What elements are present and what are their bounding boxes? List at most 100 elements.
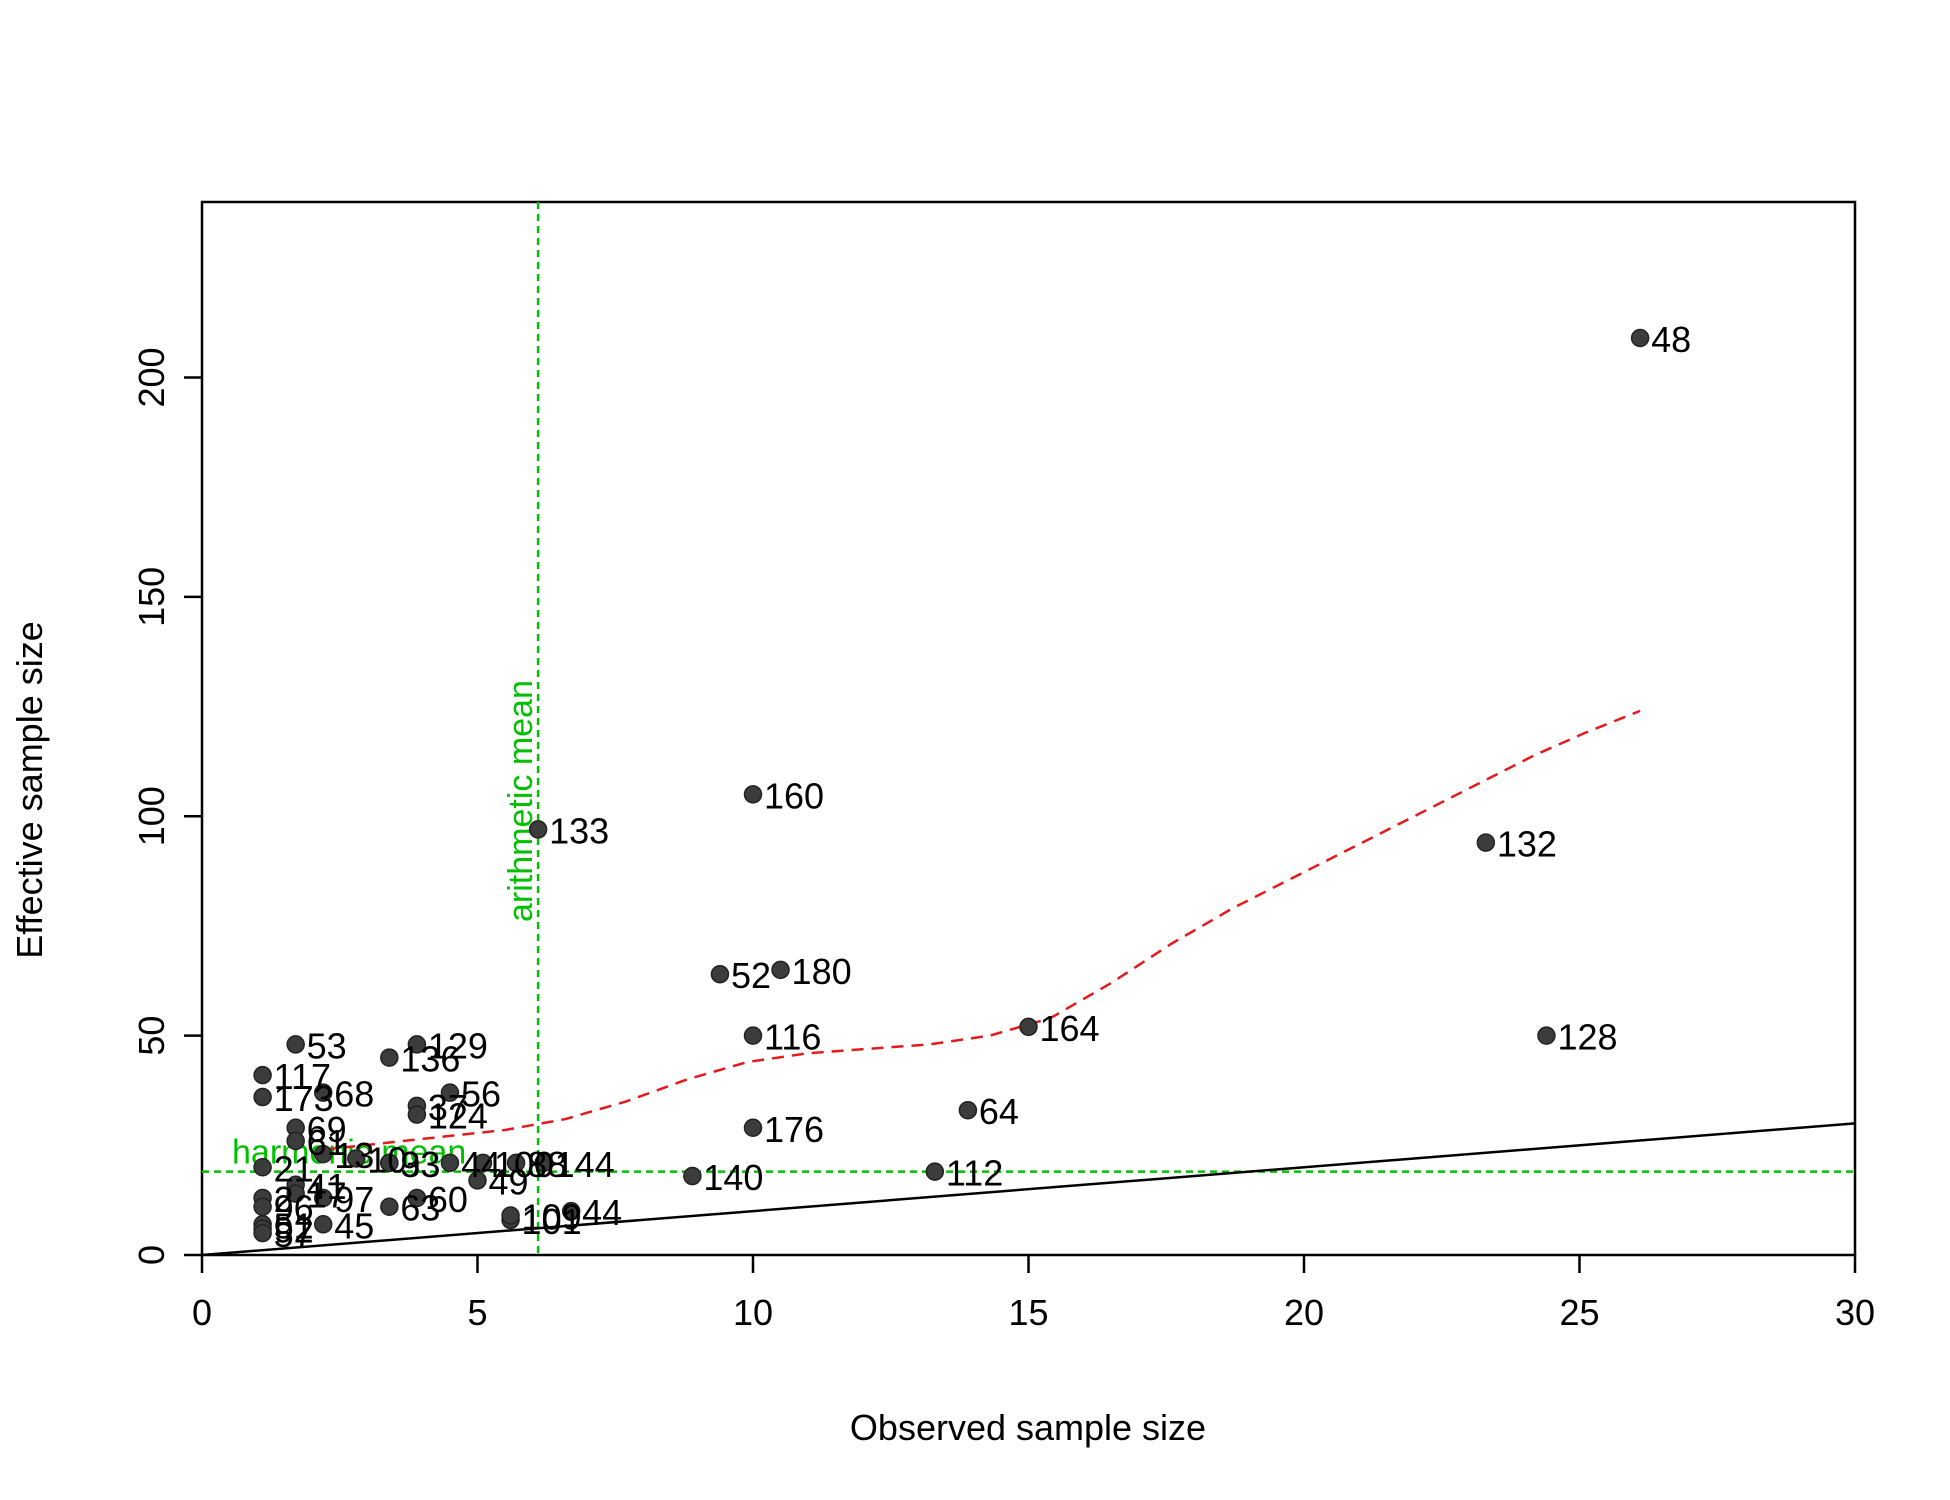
data-point	[253, 1065, 272, 1085]
point-label: 2	[274, 1179, 294, 1220]
x-tick-label: 10	[733, 1292, 773, 1333]
data-point	[440, 1083, 460, 1102]
data-point	[440, 1153, 460, 1173]
data-point	[1630, 328, 1650, 348]
data-point	[313, 1188, 333, 1208]
point-label: 60	[428, 1179, 468, 1220]
fit-lines	[201, 709, 1856, 1257]
x-tick-label: 25	[1559, 1292, 1599, 1333]
point-label: 101	[522, 1201, 582, 1242]
data-point	[253, 1087, 272, 1107]
data-point	[534, 1153, 553, 1173]
x-axis-label: Observed sample size	[850, 1407, 1206, 1448]
point-label: 68	[334, 1074, 374, 1115]
point-label: 112	[946, 1153, 1003, 1194]
point-label: 64	[979, 1091, 1019, 1132]
point-label: 173	[274, 1078, 334, 1119]
point-label: 63	[400, 1188, 440, 1229]
data-point	[468, 1171, 487, 1190]
point-label: 117	[274, 1056, 331, 1097]
point-label: 88	[527, 1144, 567, 1185]
point-label: 37	[428, 1087, 468, 1128]
data-point	[313, 1144, 333, 1164]
point-label: 140	[703, 1157, 763, 1198]
x-tick-label: 15	[1008, 1292, 1048, 1333]
x-tick-label: 5	[467, 1292, 487, 1333]
point-label: 56	[461, 1074, 501, 1115]
point-label: 97	[334, 1179, 374, 1220]
point-label: 164	[1040, 1008, 1100, 1049]
x-tick-label: 0	[192, 1292, 212, 1333]
data-point	[473, 1153, 493, 1173]
point-label: 13	[334, 1135, 374, 1176]
point-label: 100	[494, 1144, 554, 1185]
data-point	[380, 1153, 399, 1173]
y-tick-label: 0	[131, 1245, 172, 1265]
point-label: 129	[428, 1025, 488, 1066]
point-label: 124	[428, 1096, 488, 1137]
point-label: 61	[307, 1122, 347, 1163]
data-point	[407, 1105, 427, 1124]
point-label: 33	[400, 1144, 440, 1185]
arithmetic-mean-label: arithmetic mean	[502, 680, 540, 922]
point-label: 180	[792, 951, 852, 992]
axes: 0 5 10 15 20 25 30 0 50 100 150 200	[131, 347, 1875, 1333]
point-label: 69	[307, 1109, 347, 1150]
point-label: 144	[555, 1144, 615, 1185]
data-point	[286, 1131, 305, 1151]
point-label: 96	[274, 1188, 314, 1229]
data-point	[743, 1026, 763, 1045]
data-point	[313, 1083, 333, 1102]
point-label: 53	[307, 1025, 347, 1066]
data-point	[1019, 1017, 1038, 1037]
data-point	[253, 1158, 272, 1177]
x-tick-label: 20	[1284, 1292, 1324, 1333]
data-point	[506, 1153, 526, 1173]
data-point	[253, 1197, 272, 1216]
data-point	[501, 1206, 520, 1225]
y-tick-label: 150	[131, 567, 172, 627]
point-label: 93	[400, 1144, 440, 1185]
point-label: 49	[489, 1161, 529, 1202]
data-point	[528, 820, 548, 839]
data-point	[743, 1118, 763, 1138]
point-label: 45	[334, 1205, 374, 1246]
data-point	[771, 960, 790, 980]
data-point	[286, 1184, 305, 1203]
point-label: 48	[1651, 319, 1691, 360]
data-point	[561, 1201, 581, 1221]
data-point	[407, 1188, 427, 1208]
y-tick-label: 50	[131, 1016, 172, 1056]
point-label: 44	[582, 1192, 622, 1233]
point-label: 128	[1557, 1017, 1617, 1058]
data-point	[958, 1100, 978, 1120]
point-label: 10	[367, 1139, 407, 1180]
y-axis-label: Effective sample size	[9, 621, 50, 958]
point-label: 92	[274, 1210, 314, 1251]
point-label: 51	[274, 1205, 314, 1246]
point-label: 41	[307, 1166, 347, 1207]
data-point	[743, 785, 763, 804]
data-point	[286, 1035, 305, 1054]
data-point	[380, 1048, 399, 1067]
point-label: 21	[274, 1148, 314, 1189]
data-points	[253, 328, 1650, 1243]
point-label: 17	[307, 1175, 347, 1216]
data-point	[710, 964, 730, 984]
point-label: 109	[522, 1197, 582, 1238]
point-label: 52	[731, 955, 771, 996]
data-point	[380, 1197, 399, 1216]
data-point	[925, 1162, 945, 1181]
data-point	[253, 1223, 272, 1243]
point-label: 132	[1497, 824, 1557, 865]
data-point	[1537, 1026, 1556, 1045]
data-point	[683, 1166, 702, 1186]
point-label: 116	[764, 1017, 821, 1058]
point-label: 160	[764, 775, 824, 816]
y-tick-label: 100	[131, 786, 172, 846]
data-point	[347, 1149, 366, 1168]
point-label: 44	[461, 1144, 501, 1185]
point-label: 133	[549, 810, 609, 851]
